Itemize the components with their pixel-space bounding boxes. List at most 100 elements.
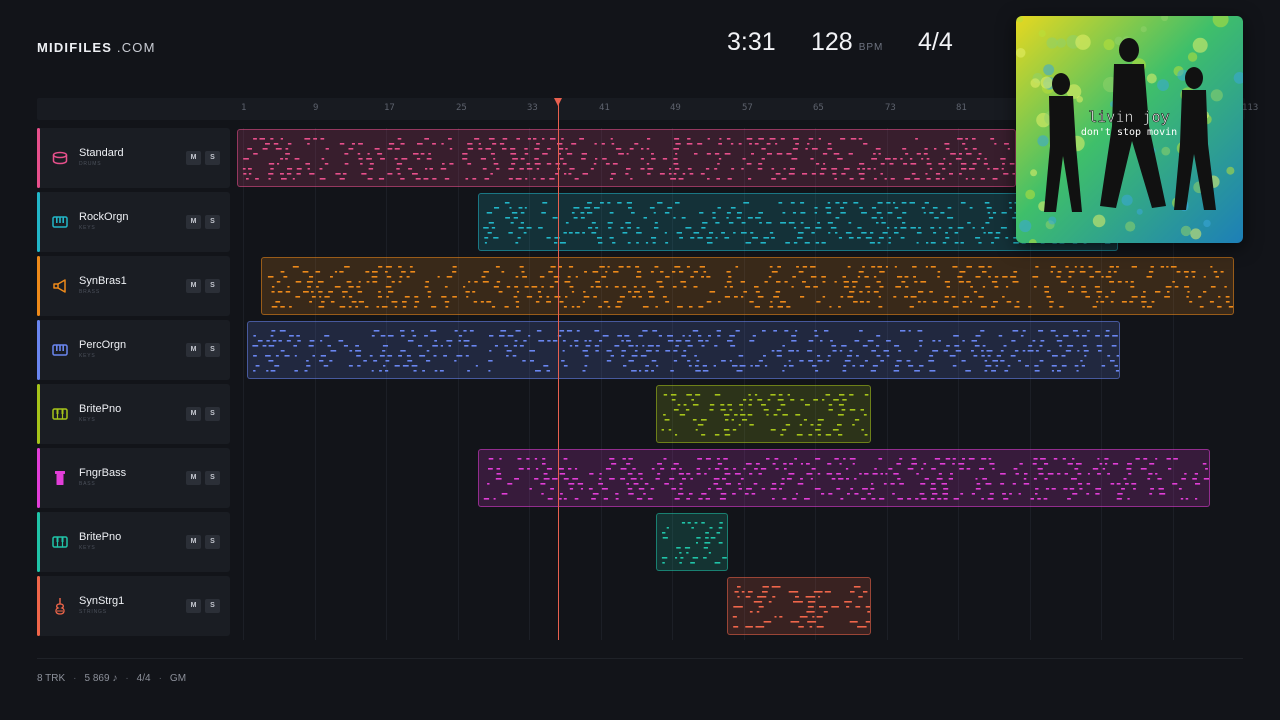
track-header[interactable]: SynStrg1 STRINGS M S (37, 576, 230, 636)
midi-note (680, 557, 684, 559)
solo-button[interactable]: S (205, 599, 220, 613)
track-header[interactable]: SynBras1 BRASS M S (37, 256, 230, 316)
solo-button[interactable]: S (205, 343, 220, 357)
midi-note (675, 202, 680, 204)
midi-note (756, 611, 760, 613)
midi-note (574, 498, 579, 500)
midi-note (714, 434, 720, 436)
midi-note (663, 458, 667, 460)
midi-note (1071, 286, 1074, 288)
playhead-handle[interactable] (554, 98, 562, 106)
mute-button[interactable]: M (186, 535, 201, 549)
midi-note (1101, 365, 1106, 367)
midi-note (682, 335, 685, 337)
midi-note (897, 217, 902, 219)
arrangement-lanes[interactable] (237, 128, 1237, 640)
midi-note (742, 158, 746, 160)
midi-note (1039, 360, 1044, 362)
midi-note (687, 138, 691, 140)
track-header[interactable]: FngrBass BASS M S (37, 448, 230, 508)
midi-note (670, 370, 674, 372)
track-header[interactable]: Standard DRUMS M S (37, 128, 230, 188)
track-header[interactable]: BritePno KEYS M S (37, 512, 230, 572)
midi-note (1126, 468, 1132, 470)
mute-button[interactable]: M (186, 407, 201, 421)
midi-note (838, 306, 841, 308)
midi-note (323, 365, 329, 367)
midi-clip[interactable] (478, 193, 1118, 251)
midi-note (1210, 286, 1216, 288)
midi-note (897, 478, 901, 480)
solo-button[interactable]: S (205, 151, 220, 165)
solo-button[interactable]: S (205, 471, 220, 485)
midi-note (971, 493, 975, 495)
midi-note (895, 365, 899, 367)
track-header[interactable]: PercOrgn KEYS M S (37, 320, 230, 380)
mute-button[interactable]: M (186, 599, 201, 613)
midi-note (499, 335, 505, 337)
midi-note (840, 207, 844, 209)
midi-note (883, 350, 889, 352)
midi-note (966, 281, 971, 283)
midi-note (693, 286, 698, 288)
mute-button[interactable]: M (186, 343, 201, 357)
solo-button[interactable]: S (205, 535, 220, 549)
mute-button[interactable]: M (186, 215, 201, 229)
midi-note (831, 606, 839, 608)
midi-note (507, 483, 513, 485)
midi-note (938, 340, 941, 342)
midi-note (965, 178, 968, 180)
midi-note (571, 306, 575, 308)
midi-note (800, 463, 803, 465)
midi-note (647, 168, 654, 170)
midi-note (1033, 286, 1037, 288)
track-header[interactable]: RockOrgn KEYS M S (37, 192, 230, 252)
midi-note (494, 345, 498, 347)
midi-note (822, 281, 826, 283)
mute-button[interactable]: M (186, 471, 201, 485)
midi-note (526, 458, 530, 460)
midi-note (309, 301, 312, 303)
midi-note (1111, 291, 1115, 293)
track-category: BASS (79, 481, 96, 487)
midi-clip[interactable] (478, 449, 1210, 507)
midi-note (724, 473, 731, 475)
midi-note (1228, 306, 1233, 308)
mute-button[interactable]: M (186, 279, 201, 293)
midi-note (867, 291, 870, 293)
midi-note (294, 355, 297, 357)
midi-note (516, 138, 520, 140)
midi-note (617, 301, 623, 303)
midi-note (609, 458, 615, 460)
midi-note (632, 296, 636, 298)
midi-note (496, 468, 501, 470)
track-header[interactable]: BritePno KEYS M S (37, 384, 230, 444)
solo-button[interactable]: S (205, 279, 220, 293)
midi-note (257, 340, 263, 342)
midi-note (1022, 350, 1026, 352)
midi-note (372, 271, 378, 273)
midi-note (569, 488, 574, 490)
midi-note (929, 355, 934, 357)
playhead[interactable] (558, 98, 559, 640)
midi-clip[interactable] (727, 577, 871, 635)
midi-note (920, 483, 926, 485)
midi-note (849, 178, 854, 180)
midi-note (726, 138, 731, 140)
midi-clip[interactable] (261, 257, 1234, 315)
artwork-dot (1212, 16, 1229, 28)
midi-note (440, 345, 443, 347)
midi-clip[interactable] (656, 385, 871, 443)
midi-clip[interactable] (237, 129, 1016, 187)
solo-button[interactable]: S (205, 407, 220, 421)
midi-note (896, 463, 901, 465)
midi-note (831, 478, 836, 480)
midi-note (270, 168, 274, 170)
midi-note (253, 355, 257, 357)
midi-clip[interactable] (247, 321, 1120, 379)
midi-note (733, 626, 739, 628)
solo-button[interactable]: S (205, 215, 220, 229)
midi-clip[interactable] (656, 513, 728, 571)
mute-button[interactable]: M (186, 151, 201, 165)
midi-note (1112, 335, 1118, 337)
